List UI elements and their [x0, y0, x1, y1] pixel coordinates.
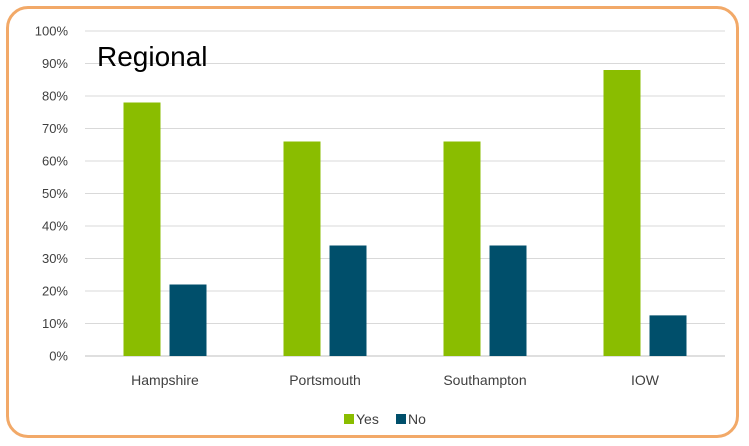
- y-tick-label: 30%: [42, 251, 68, 266]
- bar-no-portsmouth: [329, 245, 367, 356]
- legend: Yes No: [344, 411, 426, 427]
- y-tick-label: 60%: [42, 154, 68, 169]
- y-tick-label: 90%: [42, 56, 68, 71]
- x-tick-label: IOW: [631, 372, 660, 388]
- bar-yes-portsmouth: [283, 141, 321, 356]
- legend-swatch-no: [396, 414, 406, 424]
- bar-yes-southampton: [443, 141, 481, 356]
- y-tick-label: 70%: [42, 121, 68, 136]
- bar-no-hampshire: [169, 284, 207, 356]
- y-axis: 0% 10% 20% 30% 40% 50% 60% 70% 80% 90% 100%: [35, 24, 69, 364]
- bar-yes-iow: [603, 70, 641, 356]
- y-tick-label: 80%: [42, 89, 68, 104]
- bars: [123, 70, 687, 356]
- legend-label-yes: Yes: [356, 411, 379, 427]
- bar-yes-hampshire: [123, 102, 161, 356]
- x-tick-label: Portsmouth: [289, 372, 361, 388]
- y-tick-label: 0%: [49, 349, 68, 364]
- chart-title: Regional: [97, 41, 208, 72]
- x-axis: Hampshire Portsmouth Southampton IOW: [131, 372, 660, 388]
- y-tick-label: 100%: [35, 24, 69, 39]
- x-tick-label: Southampton: [443, 372, 526, 388]
- y-tick-label: 10%: [42, 316, 68, 331]
- x-tick-label: Hampshire: [131, 372, 199, 388]
- legend-label-no: No: [408, 411, 426, 427]
- y-tick-label: 20%: [42, 284, 68, 299]
- bar-no-iow: [649, 315, 687, 356]
- y-tick-label: 40%: [42, 219, 68, 234]
- y-tick-label: 50%: [42, 186, 68, 201]
- bar-no-southampton: [489, 245, 527, 356]
- legend-swatch-yes: [344, 414, 354, 424]
